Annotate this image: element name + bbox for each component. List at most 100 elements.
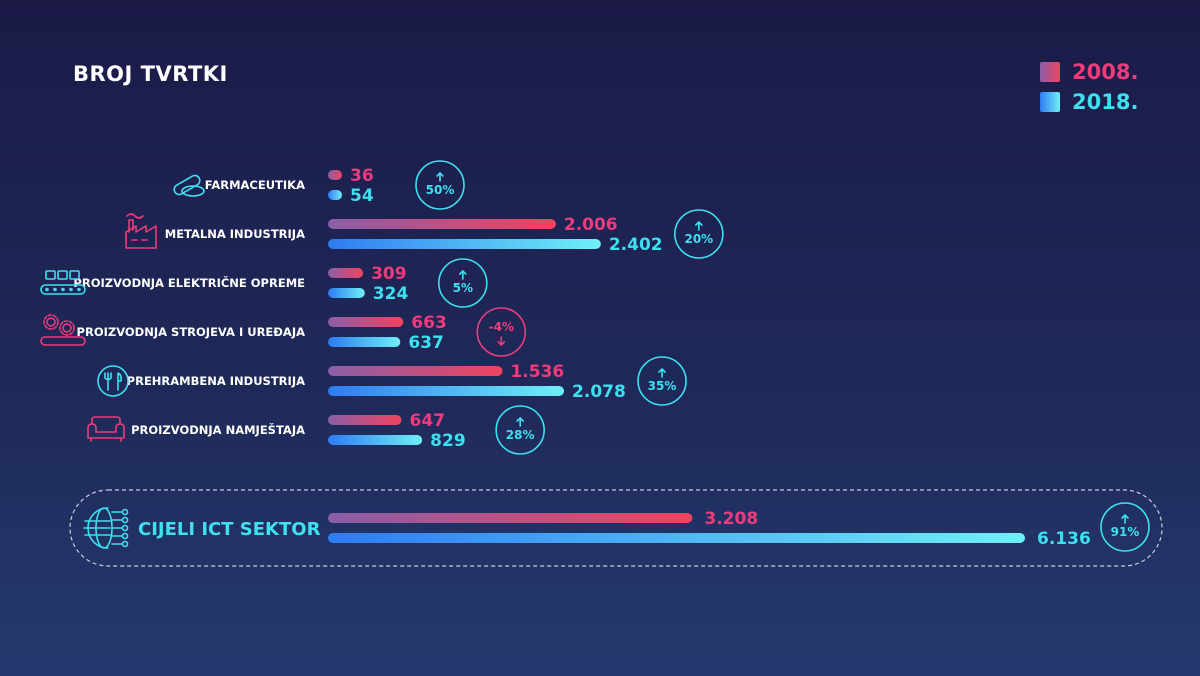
chart-title: BROJ TVRTKI (73, 62, 228, 86)
total-label: CIJELI ICT SEKTOR (138, 519, 321, 540)
value-label-2018: 6.136 (1037, 529, 1091, 549)
total-row: 3.208 6.136 CIJELI ICT SEKTOR (69, 489, 1163, 567)
arrow-up-icon (658, 367, 666, 378)
arrow-up-icon (1121, 513, 1129, 524)
value-label-2008: 3.208 (704, 509, 758, 529)
change-badge: -4% (476, 307, 527, 357)
change-circle (495, 405, 545, 455)
bar-2018 (328, 386, 565, 396)
cutlery-icon (97, 365, 129, 397)
change-value: 50% (426, 183, 455, 197)
pill-tablet (181, 185, 205, 197)
value-label-2018: 2.078 (572, 382, 626, 402)
bar-2008 (328, 268, 364, 278)
arrow-up-icon (459, 269, 467, 280)
arrow-up-icon (516, 416, 524, 427)
sofa-icon (87, 416, 125, 442)
change-circle (637, 356, 687, 406)
factory-body (125, 225, 157, 249)
change-badge: 35% (637, 356, 687, 406)
gear (46, 317, 56, 327)
change-value: -4% (489, 320, 514, 334)
bar-2018 (328, 288, 365, 298)
category-label: PREHRAMBENA INDUSTRIJA (127, 374, 305, 388)
box (45, 270, 56, 280)
bar-2018 (328, 239, 601, 249)
gears-icon (40, 314, 86, 346)
belt (40, 284, 86, 295)
box (69, 270, 80, 280)
bar-2018 (328, 190, 342, 200)
arrow-up-icon (436, 171, 444, 182)
change-value: 5% (453, 281, 473, 295)
bar-2018 (328, 337, 401, 347)
category-row: 1.536 2.078 PREHRAMBENA INDUSTRIJA (127, 362, 626, 402)
bar-2008 (328, 513, 693, 523)
legend-label-2018: 2018. (1072, 90, 1139, 114)
change-circle (415, 160, 465, 210)
legend-item-2008: 2008. (1040, 60, 1138, 84)
category-label: PROIZVODNJA STROJEVA I UREĐAJA (77, 325, 306, 339)
network-node (121, 516, 129, 524)
bar-2018 (328, 435, 423, 445)
category-label: METALNA INDUSTRIJA (165, 227, 305, 241)
factory-chimney (128, 219, 134, 233)
change-badge: 28% (495, 405, 545, 455)
change-circle (674, 209, 724, 259)
category-label: FARMACEUTIKA (205, 178, 305, 192)
change-value: 35% (648, 379, 677, 393)
value-label-2018: 637 (408, 333, 444, 353)
conveyor-icon (40, 270, 86, 295)
bar-2008 (328, 366, 503, 376)
value-label-2008: 309 (371, 264, 407, 284)
change-value: 20% (684, 232, 713, 246)
value-label-2018: 829 (430, 431, 466, 451)
knife (117, 372, 122, 391)
factory-smoke (126, 213, 144, 219)
roller (53, 287, 57, 292)
network-node (121, 508, 129, 516)
factory-icon (125, 213, 157, 249)
arrow-up-icon (695, 220, 703, 231)
value-label-2018: 324 (373, 284, 409, 304)
roller (61, 287, 65, 292)
roller (69, 287, 73, 292)
change-value: 91% (1111, 525, 1140, 539)
value-label-2008: 2.006 (564, 215, 618, 235)
arrow-down-icon (497, 336, 506, 347)
pill-icon (173, 174, 205, 197)
gear-teeth (43, 314, 59, 330)
pill-capsule (173, 174, 201, 196)
sofa-back (91, 416, 121, 425)
value-label-2018: 2.402 (609, 235, 663, 255)
bar-2008 (328, 317, 404, 327)
category-label: PROIZVODNJA NAMJEŠTAJA (131, 422, 305, 437)
sofa-body (87, 423, 125, 439)
box (57, 270, 68, 280)
change-value: 28% (506, 428, 535, 442)
network-node (121, 540, 129, 548)
bar-2018 (328, 533, 1025, 543)
plate (97, 365, 129, 397)
total-frame (69, 489, 1163, 567)
gear (62, 323, 72, 333)
legend-swatch-2008 (1040, 62, 1060, 82)
value-label-2008: 647 (409, 411, 445, 431)
value-label-2008: 1.536 (510, 362, 564, 382)
network-node (121, 532, 129, 540)
roller (77, 287, 81, 292)
belt (40, 336, 86, 346)
legend-item-2018: 2018. (1040, 90, 1138, 114)
change-circle (476, 307, 527, 357)
bar-2008 (328, 415, 402, 425)
network-node (121, 524, 129, 532)
change-badge: 91% (1100, 502, 1150, 552)
change-badge: 50% (415, 160, 465, 210)
change-badge: 5% (438, 258, 488, 308)
